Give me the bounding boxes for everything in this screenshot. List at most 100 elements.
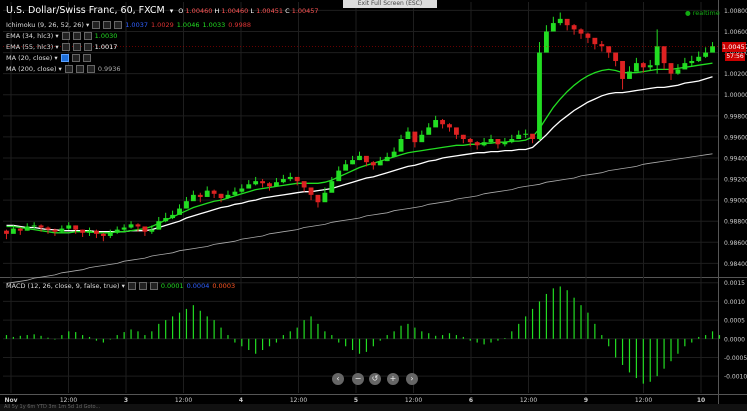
last-price-label: 1.00457 <box>722 42 747 52</box>
candle-body <box>543 31 549 53</box>
price-tick-label: 1.00600 <box>724 29 747 36</box>
candle-body <box>557 18 563 24</box>
time-tick-label: 9 <box>584 397 588 404</box>
settings-icon[interactable] <box>72 42 81 51</box>
candle-body <box>350 160 356 165</box>
scroll-left-icon[interactable]: ‹ <box>332 373 344 385</box>
realtime-indicator: ● realtime <box>685 9 720 17</box>
zoom-out-icon[interactable]: − <box>352 373 364 385</box>
candle-body <box>564 18 570 26</box>
time-tick-label: 12:00 <box>405 397 422 404</box>
symbol-title[interactable]: U.S. Dollar/Swiss Franc, 60, FXCM <box>6 5 165 16</box>
candle-body <box>640 63 646 68</box>
legend-row[interactable]: EMA (34, hlc3) ▾ 1.0030 <box>6 31 117 40</box>
candle-body <box>315 194 321 203</box>
candle-body <box>246 184 252 189</box>
price-tick-label: 0.99200 <box>724 177 747 184</box>
candle-body <box>578 29 584 34</box>
candle-body <box>550 23 556 32</box>
legend-label[interactable]: EMA (55, hlc3) ▾ <box>6 42 59 51</box>
candle-body <box>495 139 501 145</box>
settings-icon[interactable] <box>72 31 81 40</box>
candle-body <box>184 201 189 209</box>
visibility-icon[interactable] <box>64 64 73 73</box>
candle-body <box>433 120 439 128</box>
price-tick-label: 0.98600 <box>724 240 747 247</box>
candle-body <box>107 232 113 236</box>
candle-body <box>384 156 390 162</box>
time-tick-label: 12:00 <box>175 397 192 404</box>
settings-icon[interactable] <box>138 281 147 290</box>
candle-body <box>488 139 494 143</box>
close-icon[interactable] <box>86 64 95 73</box>
macd-tick-label: 0.0015 <box>724 280 745 287</box>
close-icon[interactable] <box>83 42 92 51</box>
legend-label[interactable]: MACD (12, 26, close, 9, false, true) ▾ <box>6 281 125 290</box>
scroll-right-icon[interactable]: › <box>406 373 418 385</box>
legend-row[interactable]: Ichimoku (9, 26, 52, 26) ▾ 1.0037 1.0029 1.… <box>6 20 251 29</box>
visibility-icon[interactable] <box>61 42 70 51</box>
candle-body <box>100 233 106 236</box>
candle-body <box>260 181 266 184</box>
candle-body <box>412 131 418 143</box>
candle-body <box>405 131 411 139</box>
bar-countdown-label: 57:56 <box>725 53 745 61</box>
candle-body <box>530 133 535 139</box>
candle-body <box>322 192 328 203</box>
candle-body <box>17 228 23 231</box>
legend-value: 0.0004 <box>186 281 210 290</box>
chevron-down-icon[interactable]: ▾ <box>169 6 174 15</box>
candle-body <box>627 71 632 79</box>
time-tick-label: 3 <box>124 397 128 404</box>
candle-body <box>308 187 314 195</box>
macd-tick-label: -0.0010 <box>724 374 747 381</box>
legend-value: 1.0033 <box>202 20 226 29</box>
legend-label[interactable]: Ichimoku (9, 26, 52, 26) ▾ <box>6 20 90 29</box>
candle-body <box>294 176 300 182</box>
candle-body <box>571 25 577 30</box>
candle-body <box>287 176 293 180</box>
visibility-icon[interactable] <box>127 281 136 290</box>
candle-body <box>301 181 307 188</box>
legend-label[interactable]: MA (200, close) ▾ <box>6 64 62 73</box>
candle-body <box>620 61 625 79</box>
close-icon[interactable] <box>83 31 92 40</box>
visibility-icon[interactable] <box>92 20 101 29</box>
zoom-in-icon[interactable]: + <box>387 373 399 385</box>
candle-body <box>599 44 605 47</box>
legend-row[interactable]: MACD (12, 26, close, 9, false, true) ▾ 0.… <box>6 281 235 290</box>
legend-row[interactable]: MA (20, close) ▾ <box>6 53 91 62</box>
legend-label[interactable]: EMA (34, hlc3) ▾ <box>6 31 59 40</box>
legend-value: 0.9988 <box>228 20 251 29</box>
settings-icon[interactable] <box>71 53 80 62</box>
visibility-icon[interactable] <box>61 31 70 40</box>
legend-row[interactable]: MA (200, close) ▾ 0.9936 <box>6 64 121 73</box>
macd-tick-label: 0.0005 <box>724 318 745 325</box>
close-icon[interactable] <box>114 20 123 29</box>
candle-body <box>710 46 715 53</box>
candle-body <box>633 63 639 72</box>
candle-body <box>45 227 51 230</box>
candle-body <box>280 179 286 183</box>
candle-body <box>689 61 695 64</box>
price-tick-label: 1.00800 <box>724 8 747 15</box>
exit-fullscreen-button[interactable]: Exit Full Screen (ESC) <box>343 0 437 8</box>
legend-row[interactable]: EMA (55, hlc3) ▾ 1.0017 <box>6 42 117 51</box>
ohlc-values: O 1.00460 H 1.00460 L 1.00451 C 1.00457 <box>178 6 319 15</box>
visibility-icon[interactable] <box>60 53 69 62</box>
price-tick-label: 0.99800 <box>724 113 747 120</box>
settings-icon[interactable] <box>103 20 112 29</box>
close-icon[interactable] <box>82 53 91 62</box>
legend-label[interactable]: MA (20, close) ▾ <box>6 53 58 62</box>
close-icon[interactable] <box>149 281 158 290</box>
settings-icon[interactable] <box>75 64 84 73</box>
legend-value: 0.0001 <box>160 281 184 290</box>
candle-body <box>80 229 86 233</box>
candle-body <box>363 155 369 163</box>
reset-icon[interactable]: ↺ <box>369 373 381 385</box>
candle-body <box>613 52 619 62</box>
legend-value: 0.9936 <box>97 64 121 73</box>
candle-body <box>156 221 162 230</box>
price-tick-label: 0.99000 <box>724 198 747 205</box>
